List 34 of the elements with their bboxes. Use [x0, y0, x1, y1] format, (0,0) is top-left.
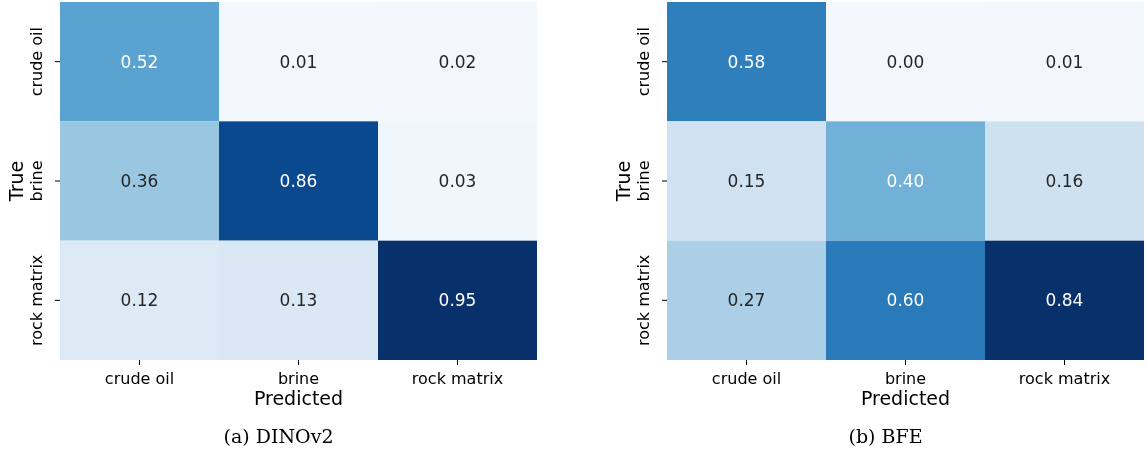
y-tick-label: brine [634, 160, 653, 202]
x-axis-title: Predicted [253, 387, 344, 409]
data-label: 0.52 [120, 51, 159, 72]
x-axis-title: Predicted [860, 387, 951, 409]
x-tick-label: rock matrix [411, 369, 504, 388]
y-tick-label: brine [27, 160, 46, 202]
text: (b) BFE [848, 425, 923, 447]
y-tick-label: crude oil [27, 27, 46, 97]
data-label: 0.86 [279, 170, 318, 191]
data-label: 0.36 [120, 170, 159, 191]
x-tick-label: crude oil [104, 369, 175, 388]
data-label: 0.15 [727, 170, 766, 191]
text: (a) DINOv2 [223, 425, 334, 447]
y-tick-label: crude oil [634, 27, 653, 97]
data-label: 0.58 [727, 51, 766, 72]
data-label: 0.27 [727, 290, 766, 311]
data-label: 0.13 [279, 290, 318, 311]
x-tick-label: rock matrix [1018, 369, 1111, 388]
data-label: 0.95 [438, 290, 477, 311]
data-label: 0.02 [438, 51, 477, 72]
data-label: 0.12 [120, 290, 159, 311]
data-label: 0.16 [1045, 170, 1084, 191]
y-axis-title: True [5, 160, 27, 203]
x-tick-label: brine [884, 369, 927, 388]
x-tick-label: brine [277, 369, 320, 388]
data-label: 0.40 [886, 170, 925, 191]
data-label: 0.00 [886, 51, 925, 72]
data-label: 0.01 [279, 51, 318, 72]
data-label: 0.01 [1045, 51, 1084, 72]
x-tick-label: crude oil [711, 369, 782, 388]
data-label: 0.84 [1045, 290, 1084, 311]
data-label: 0.03 [438, 170, 477, 191]
y-axis-title: True [612, 160, 634, 203]
data-label: 0.60 [886, 290, 925, 311]
